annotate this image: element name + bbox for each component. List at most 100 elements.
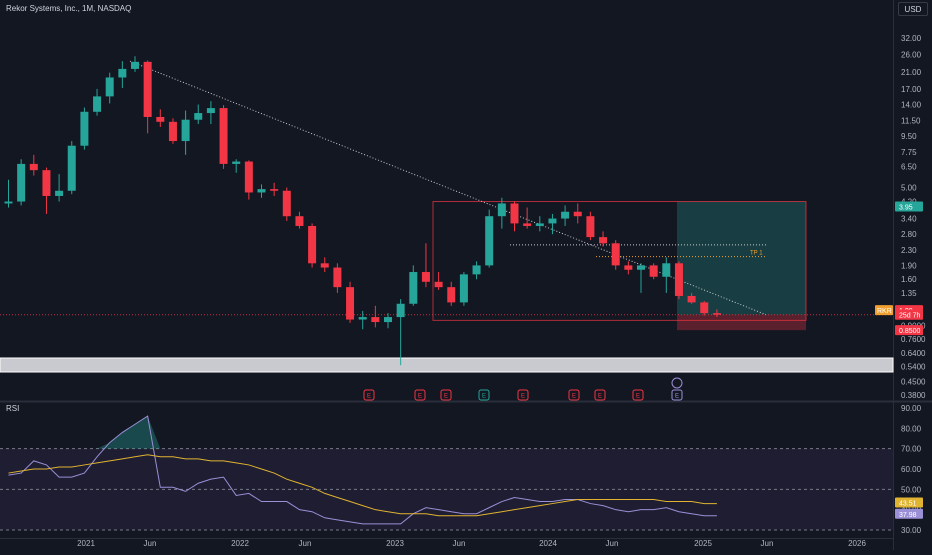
- candle-body: [320, 263, 329, 268]
- candle-body: [611, 243, 620, 266]
- candle-body: [270, 189, 279, 191]
- candle-body: [472, 265, 481, 275]
- dividend-icon: [671, 377, 683, 389]
- earnings-marker: E: [568, 389, 580, 401]
- rsi-tick-label: 60.00: [901, 465, 922, 474]
- earnings-marker: E: [363, 389, 375, 401]
- candle-body: [396, 303, 405, 318]
- candle-body: [168, 121, 177, 142]
- trend-line: [129, 60, 767, 316]
- candle-body: [232, 161, 241, 164]
- time-tick-label: Jun: [761, 539, 774, 548]
- rsi-line: [8, 415, 717, 525]
- price-tick-label: 11.50: [901, 116, 921, 125]
- earnings-letter: E: [521, 394, 525, 400]
- ticker-tag: [875, 305, 893, 316]
- candle-body: [599, 237, 608, 244]
- candle-body: [700, 302, 709, 314]
- price-tick-label: 2.30: [901, 246, 917, 255]
- time-tick-label: 2022: [231, 539, 249, 548]
- price-badge-text: 25d 7h: [899, 313, 921, 320]
- earnings-badge: [414, 389, 426, 401]
- candle-body: [624, 265, 633, 270]
- earnings-letter: E: [482, 394, 486, 400]
- rsi-badge: [895, 508, 923, 519]
- price-badge-text: 0.8500: [899, 328, 921, 335]
- target-zone: [677, 201, 806, 315]
- candle-body: [434, 281, 443, 288]
- candle-body: [4, 201, 13, 204]
- earnings-marker: E: [671, 389, 683, 401]
- earnings-letter: E: [675, 394, 679, 400]
- earnings-letter: E: [636, 394, 640, 400]
- candle-body: [17, 163, 26, 202]
- candle-body: [143, 61, 152, 117]
- rsi-badge-text: 43.51: [899, 501, 917, 508]
- candle-body: [29, 163, 38, 171]
- earnings-marker: E: [594, 389, 606, 401]
- candle-body: [42, 170, 51, 196]
- time-tick-label: Jun: [299, 539, 312, 548]
- time-tick-label: 2023: [386, 539, 404, 548]
- price-tick-label: 0.6400: [901, 349, 926, 358]
- time-tick-label: Jun: [606, 539, 619, 548]
- earnings-badge: [632, 389, 644, 401]
- rsi-tick-label: 90.00: [901, 404, 922, 413]
- earnings-letter: E: [444, 394, 448, 400]
- rsi-tick-label: 30.00: [901, 526, 922, 535]
- candle-body: [194, 113, 203, 120]
- candle-body: [573, 211, 582, 217]
- price-tick-label: 0.3800: [901, 391, 926, 400]
- candle-body: [346, 287, 355, 320]
- time-tick-label: Jun: [144, 539, 157, 548]
- price-tick-label: 6.50: [901, 162, 917, 171]
- candle-body: [384, 317, 392, 323]
- earnings-badge: [671, 389, 683, 401]
- candle-body: [712, 313, 721, 315]
- candle-body: [244, 161, 253, 193]
- candle-body: [523, 223, 532, 226]
- earnings-badge: [440, 389, 452, 401]
- earnings-letter: E: [367, 394, 371, 400]
- time-tick-label: 2026: [848, 539, 866, 548]
- candle-body: [358, 317, 367, 320]
- rsi-tick-label: 70.00: [901, 445, 922, 454]
- candle-body: [548, 218, 557, 224]
- price-badge: [895, 309, 923, 320]
- rsi-tick-label: 50.00: [901, 485, 922, 494]
- stop-zone: [677, 314, 806, 331]
- price-tick-label: 21.00: [901, 68, 922, 77]
- price-tick-label: 2.80: [901, 230, 917, 239]
- candle-body: [67, 145, 76, 191]
- earnings-badge: [517, 389, 529, 401]
- candle-body: [295, 216, 304, 226]
- candle-body: [662, 263, 671, 277]
- candle-body: [257, 189, 266, 193]
- earnings-marker: E: [517, 389, 529, 401]
- earnings-letter: E: [598, 394, 602, 400]
- rsi-tick-label: 80.00: [901, 424, 922, 433]
- candle-body: [687, 295, 696, 303]
- candle-body: [181, 119, 190, 142]
- candle-body: [131, 61, 139, 69]
- price-tick-label: 0.5400: [901, 363, 926, 372]
- candle-body: [118, 68, 127, 78]
- candle-body: [80, 111, 89, 146]
- price-tick-label: 0.7600: [901, 335, 926, 344]
- price-tick-label: 1.90: [901, 261, 917, 270]
- rsi-label: RSI: [6, 404, 20, 413]
- currency-button[interactable]: USD: [898, 2, 928, 16]
- price-tick-label: 3.40: [901, 215, 917, 224]
- price-tick-label: 17.00: [901, 85, 922, 94]
- candle-body: [55, 190, 64, 196]
- earnings-marker: E: [478, 389, 490, 401]
- candle-body: [497, 203, 506, 217]
- price-tick-label: 1.35: [901, 289, 917, 298]
- earnings-badge: [568, 389, 580, 401]
- support-zone: [0, 357, 894, 373]
- candle-body: [674, 263, 683, 296]
- time-tick-label: 2025: [694, 539, 712, 548]
- candle-body: [459, 274, 468, 303]
